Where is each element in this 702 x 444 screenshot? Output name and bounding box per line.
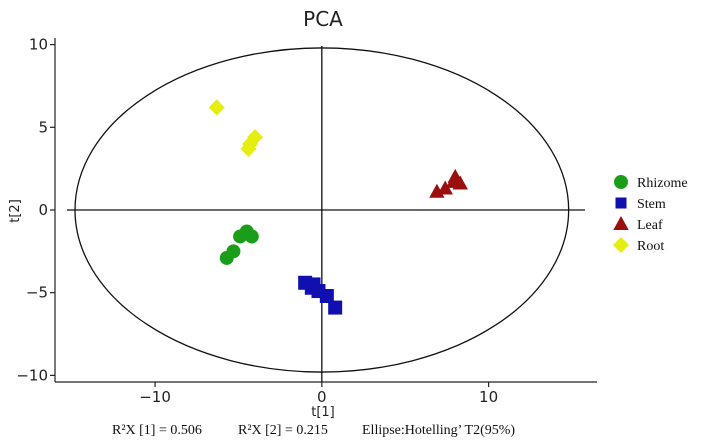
legend-label-stem: Stem — [637, 197, 666, 212]
y-tick-label: 10 — [29, 36, 48, 54]
x-tick-label: 0 — [317, 388, 327, 406]
stats-ellipse-note: Ellipse:Hotelling’ T2(95%) — [362, 423, 515, 438]
root-point — [240, 140, 257, 157]
x-tick-label: −10 — [139, 388, 171, 406]
legend-label-rhizome: Rhizome — [637, 176, 688, 191]
stem-point — [319, 289, 334, 303]
stats-r2x1: R²X [1] = 0.506 — [112, 423, 202, 438]
y-tick-label: 0 — [38, 201, 48, 219]
rhizome-point — [244, 229, 259, 244]
root-point — [208, 99, 225, 116]
legend-marker-leaf — [613, 215, 629, 230]
legend-marker-rhizome — [614, 175, 628, 189]
root-point — [247, 129, 264, 146]
chart-title: PCA — [303, 7, 343, 31]
legend-label-root: Root — [637, 239, 664, 254]
y-tick-label: 5 — [38, 118, 48, 136]
leaf-point — [437, 180, 453, 195]
x-axis-label: t[1] — [311, 405, 335, 420]
leaf-point — [447, 168, 463, 183]
x-tick-label: 10 — [479, 388, 498, 406]
rhizome-point — [219, 250, 234, 265]
y-tick-label: −5 — [26, 284, 48, 302]
legend-marker-root — [612, 236, 630, 254]
legend-label-leaf: Leaf — [637, 218, 663, 233]
stem-point — [328, 300, 343, 315]
y-tick-label: −10 — [16, 366, 48, 384]
legend-marker-stem — [615, 197, 627, 209]
rhizome-point — [233, 229, 248, 244]
y-axis-label: t[2] — [8, 199, 23, 223]
stats-r2x2: R²X [2] = 0.215 — [238, 423, 328, 438]
